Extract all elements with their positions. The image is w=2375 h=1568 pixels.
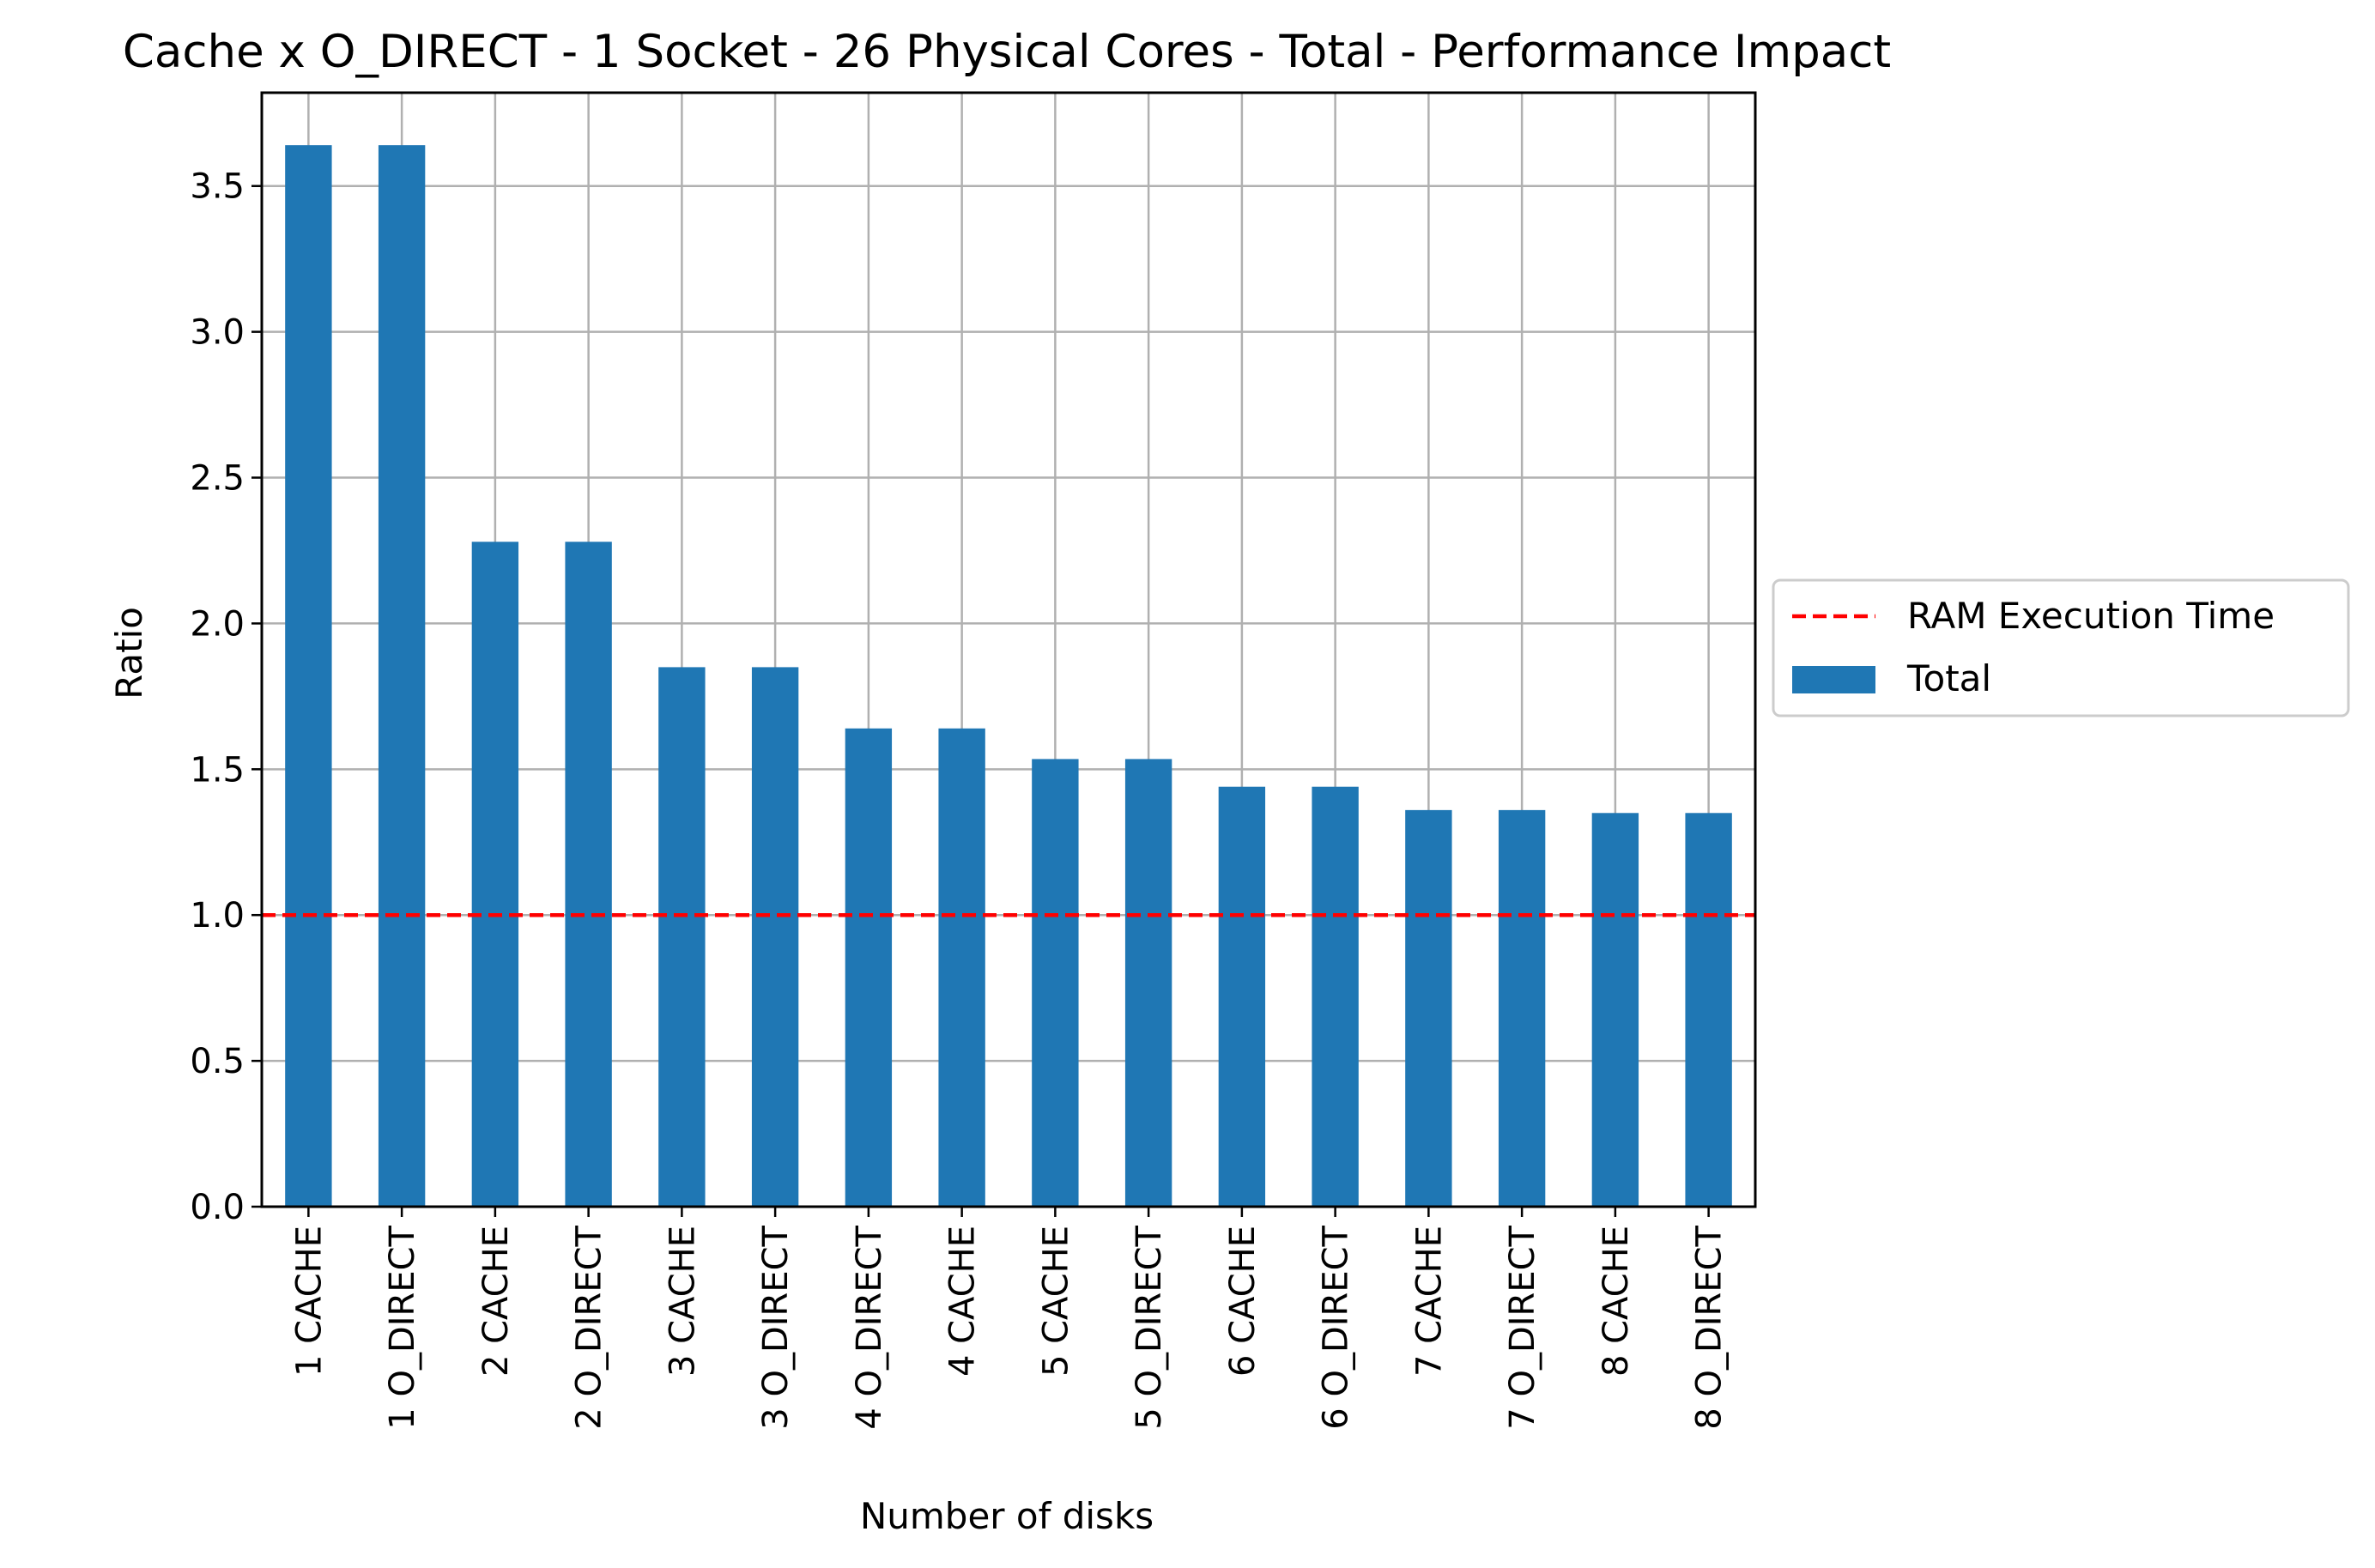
chart-title: Cache x O_DIRECT - 1 Socket - 26 Physica… <box>123 26 1891 78</box>
bar <box>1405 809 1452 1207</box>
x-tick-label: 7 CACHE <box>1409 1226 1449 1377</box>
y-axis: 0.0 0.5 1.0 1.5 2.0 2.5 3.0 3.5 <box>190 167 262 1227</box>
legend-frame <box>1772 578 2350 717</box>
y-tick-label: 2.0 <box>190 604 245 644</box>
x-tick-label: 6 O_DIRECT <box>1317 1225 1356 1429</box>
bar <box>1032 759 1079 1207</box>
bar <box>751 667 799 1207</box>
x-tick-label: 2 CACHE <box>476 1226 516 1377</box>
bar <box>1498 809 1546 1207</box>
bar <box>1312 786 1359 1207</box>
legend-bar-swatch <box>1792 666 1875 693</box>
bar <box>1591 813 1639 1207</box>
bar <box>845 728 893 1207</box>
x-tick-label: 3 CACHE <box>663 1226 702 1377</box>
bar <box>471 542 519 1207</box>
bar <box>378 145 426 1207</box>
x-tick-label: 1 O_DIRECT <box>383 1225 422 1429</box>
bar <box>1124 759 1172 1207</box>
x-tick-label: 5 O_DIRECT <box>1130 1225 1169 1429</box>
x-axis: 1 CACHE 1 O_DIRECT 2 CACHE 2 O_DIRECT 3 CACH… <box>289 1207 1730 1430</box>
y-tick-label: 3.5 <box>190 167 245 207</box>
y-tick-label: 1.0 <box>190 896 245 935</box>
x-tick-label: 3 O_DIRECT <box>756 1225 796 1429</box>
x-axis-label: Number of disks <box>860 1495 1154 1537</box>
bar <box>658 667 706 1207</box>
bar <box>1685 813 1732 1207</box>
bar <box>285 145 332 1207</box>
y-tick-label: 3.0 <box>190 313 245 353</box>
y-axis-label: Ratio <box>108 607 150 699</box>
bar <box>1218 786 1266 1207</box>
x-tick-label: 7 O_DIRECT <box>1503 1225 1542 1429</box>
y-tick-label: 0.0 <box>190 1188 245 1227</box>
legend: RAM Execution Time Total <box>1772 578 2350 717</box>
plot-frame <box>260 91 1757 1208</box>
x-tick-label: 2 O_DIRECT <box>570 1225 609 1429</box>
x-tick-label: 4 CACHE <box>943 1226 983 1377</box>
bar <box>565 542 612 1207</box>
x-tick-label: 6 CACHE <box>1223 1226 1263 1377</box>
legend-label-total: Total <box>1906 657 1991 699</box>
bars <box>285 145 1732 1207</box>
y-tick-label: 1.5 <box>190 750 245 790</box>
y-tick-label: 0.5 <box>190 1042 245 1081</box>
x-tick-label: 1 CACHE <box>289 1226 329 1377</box>
x-tick-label: 8 CACHE <box>1596 1226 1636 1377</box>
x-tick-label: 8 O_DIRECT <box>1690 1225 1730 1429</box>
bar <box>938 728 985 1207</box>
y-tick-label: 2.5 <box>190 459 245 499</box>
x-tick-label: 4 O_DIRECT <box>850 1225 889 1429</box>
legend-label-ram-execution-time: RAM Execution Time <box>1907 595 2275 637</box>
x-tick-label: 5 CACHE <box>1036 1226 1075 1377</box>
